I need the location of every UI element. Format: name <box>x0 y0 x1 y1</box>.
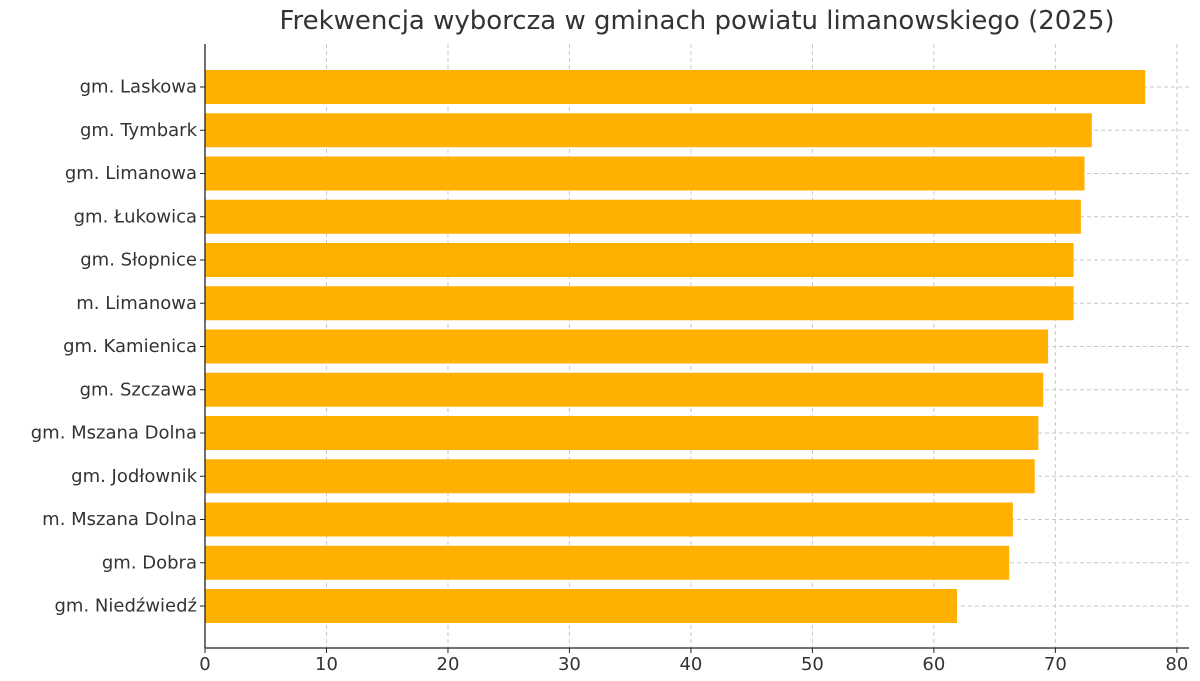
y-tick-label: gm. Łukowica <box>74 206 197 227</box>
bar <box>205 329 1049 364</box>
x-tick-label: 10 <box>315 654 338 675</box>
bar <box>205 70 1146 104</box>
bar <box>205 459 1035 494</box>
y-tick-label: gm. Mszana Dolna <box>31 423 197 444</box>
y-tick-label: gm. Szczawa <box>80 379 197 400</box>
y-tick-label: gm. Słopnice <box>80 250 197 271</box>
bar <box>205 416 1039 450</box>
chart-title: Frekwencja wyborcza w gminach powiatu li… <box>279 6 1115 36</box>
bar <box>205 589 957 623</box>
bar <box>205 502 1013 537</box>
x-tick-label: 50 <box>801 654 824 675</box>
x-tick-label: 30 <box>558 654 581 675</box>
axes <box>200 44 1189 653</box>
bar <box>205 199 1081 234</box>
x-tick-label: 40 <box>679 654 702 675</box>
x-tick-label: 60 <box>922 654 945 675</box>
x-tick-labels: 0 10 20 30 40 50 60 70 80 <box>199 654 1188 675</box>
y-tick-label: gm. Dobra <box>102 552 197 573</box>
bar <box>205 113 1092 148</box>
y-tick-label: gm. Jodłownik <box>71 466 197 487</box>
y-tick-label: gm. Niedźwiedź <box>55 596 198 617</box>
y-tick-label: m. Mszana Dolna <box>42 509 197 530</box>
y-tick-label: gm. Tymbark <box>80 120 198 141</box>
x-tick-label: 0 <box>199 654 210 675</box>
bar <box>205 156 1085 191</box>
bar <box>205 372 1044 407</box>
bar <box>205 545 1010 580</box>
bar <box>205 286 1074 321</box>
y-tick-label: gm. Limanowa <box>65 163 197 184</box>
y-tick-labels: gm. Laskowa gm. Tymbark gm. Limanowa gm. Łu… <box>31 77 198 617</box>
y-tick-label: gm. Kamienica <box>63 336 197 357</box>
y-tick-label: m. Limanowa <box>76 293 197 314</box>
y-tick-label: gm. Laskowa <box>80 77 197 98</box>
x-tick-label: 20 <box>437 654 460 675</box>
x-tick-label: 70 <box>1044 654 1067 675</box>
x-tick-label: 80 <box>1165 654 1188 675</box>
bars <box>205 70 1146 623</box>
bar <box>205 243 1074 277</box>
